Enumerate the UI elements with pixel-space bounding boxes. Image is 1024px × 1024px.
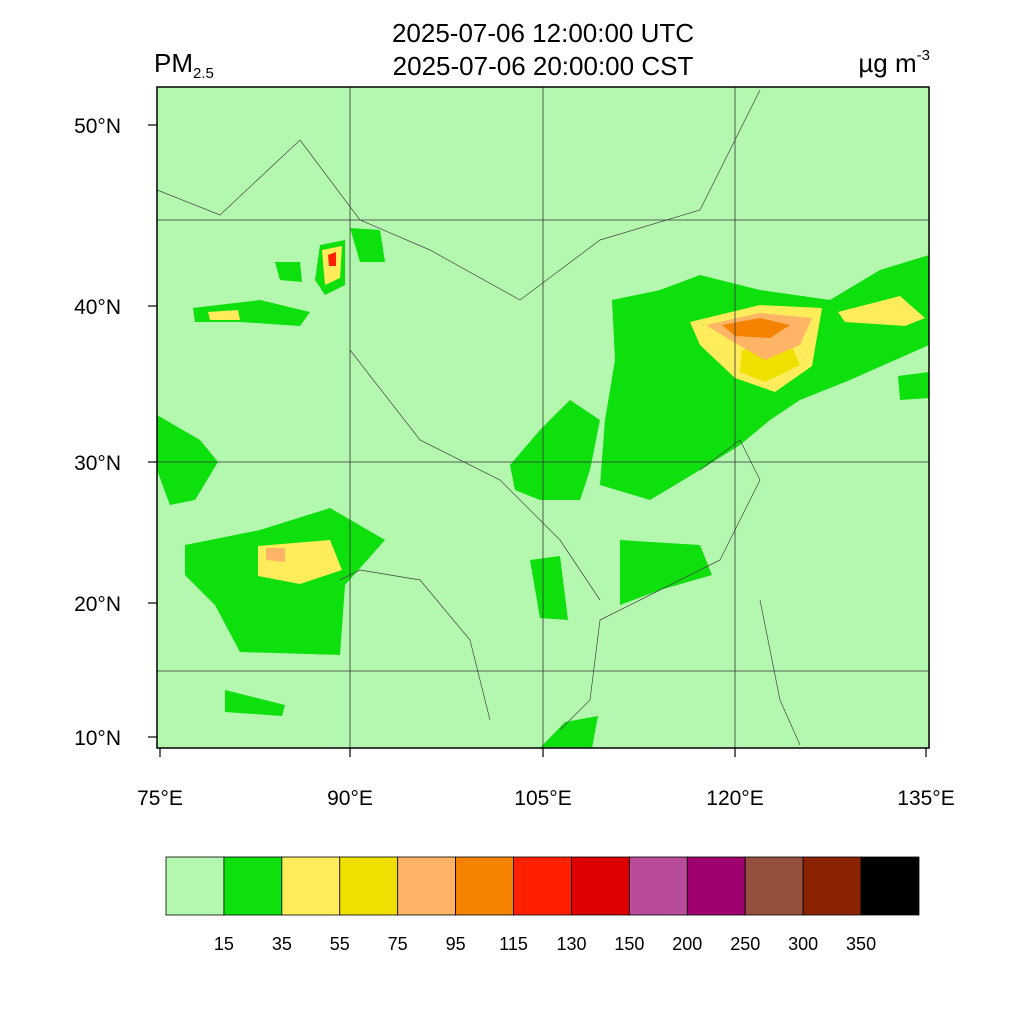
colorbar-box: [628, 856, 688, 916]
unit-label: µg m-3: [858, 47, 930, 78]
map: [156, 86, 930, 749]
colorbar-box: [223, 856, 283, 916]
plume: [185, 508, 385, 655]
colorbar-box: [802, 856, 862, 916]
unit: µg m: [858, 48, 916, 78]
title-utc: 2025-07-06 12:00:00 UTC: [392, 18, 694, 48]
lon-label: 105°E: [514, 787, 571, 810]
plume: [350, 228, 385, 262]
plume: [328, 252, 336, 266]
colorbar-box: [397, 856, 457, 916]
plume: [266, 548, 285, 562]
colorbar-label: 200: [672, 934, 702, 954]
plume: [620, 540, 712, 605]
colorbar-label: 95: [446, 934, 466, 954]
plume: [157, 415, 218, 505]
plume: [530, 556, 568, 620]
plume: [898, 372, 929, 400]
lon-label: 75°E: [137, 787, 183, 810]
colorbar-box: [513, 856, 572, 916]
lat-label: 10°N: [74, 727, 121, 750]
colorbar-label: 115: [499, 934, 528, 954]
variable-sub: 2.5: [193, 65, 214, 82]
variable: PM: [154, 48, 193, 78]
colorbar-label: 15: [214, 934, 234, 954]
variable-label: PM2.5: [154, 48, 214, 82]
colorbar-label: 75: [388, 934, 408, 954]
colorbar-box: [686, 856, 746, 916]
colorbar-label: 350: [846, 934, 876, 954]
plume: [722, 318, 790, 338]
colorbar-label: 35: [272, 934, 292, 954]
plume: [540, 716, 598, 748]
lon-label: 120°E: [706, 787, 763, 810]
colorbar-label: 300: [788, 934, 818, 954]
unit-exp: -3: [917, 47, 930, 64]
plume: [510, 400, 600, 500]
colorbar-box: [165, 856, 225, 916]
lat-label: 40°N: [74, 296, 121, 319]
colorbar-label: 250: [730, 934, 760, 954]
plume: [275, 262, 302, 282]
lat-label: 50°N: [74, 115, 121, 138]
lat-label: 30°N: [74, 452, 121, 475]
border: [157, 89, 801, 746]
colorbar-box: [744, 856, 804, 916]
plume: [225, 690, 285, 716]
colorbar-label: 55: [330, 934, 350, 954]
colorbar-box: [281, 856, 341, 916]
lon-label: 135°E: [897, 787, 954, 810]
colorbar-label: 150: [614, 934, 644, 954]
colorbar-box: [860, 856, 920, 916]
plume: [838, 296, 925, 326]
colorbar-box: [455, 856, 514, 916]
colorbar-box: [571, 856, 630, 916]
lon-label: 90°E: [327, 787, 373, 810]
plume: [208, 310, 240, 320]
lat-label: 20°N: [74, 593, 121, 616]
title-cst: 2025-07-06 20:00:00 CST: [393, 51, 694, 81]
colorbar-box: [339, 856, 399, 916]
colorbar-label: 130: [556, 934, 586, 954]
